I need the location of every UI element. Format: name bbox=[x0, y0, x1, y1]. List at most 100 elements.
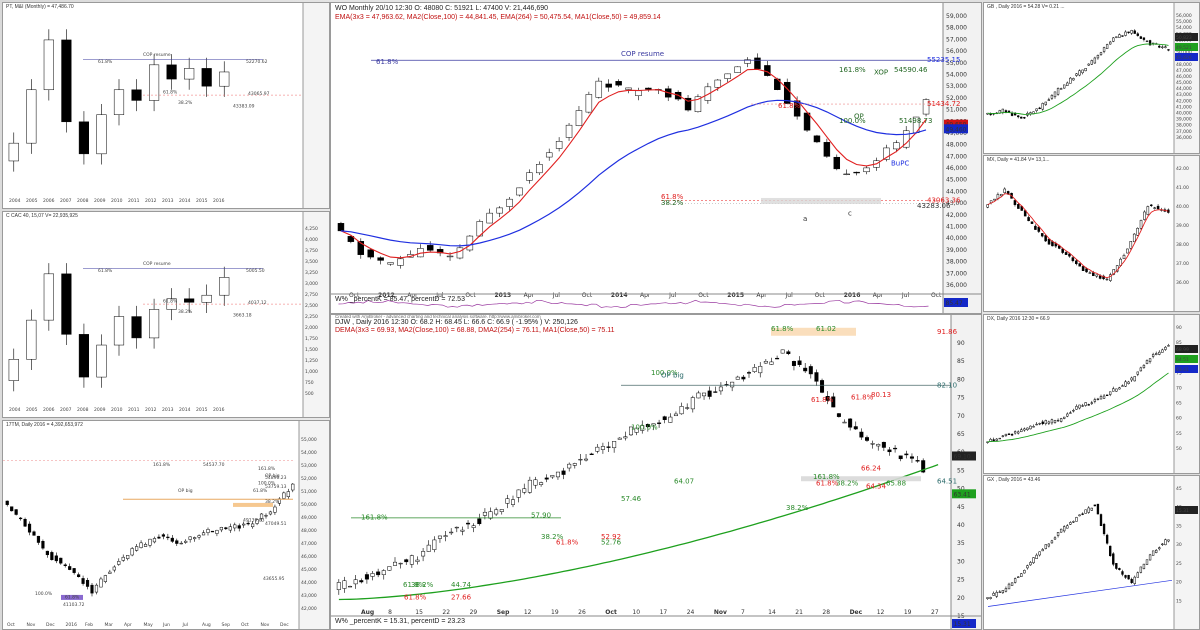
daily-small-candle bbox=[179, 542, 183, 545]
y-tick-label: 36,000 bbox=[1176, 135, 1192, 141]
daily-small-candle bbox=[242, 523, 246, 526]
small-annotation: 54537.70 bbox=[203, 462, 225, 468]
annot-382: 38.2% bbox=[178, 309, 193, 315]
daily-small-candle bbox=[148, 538, 152, 546]
monthly-candle bbox=[813, 135, 821, 143]
right-small-candle bbox=[1017, 431, 1020, 434]
right-small-candle bbox=[1081, 266, 1085, 271]
right-small-candle bbox=[1034, 225, 1037, 230]
right-chart-panel-2[interactable]: 42.00 41.00 40.00 39.00 38.00 37.00 36.00 MX, … bbox=[983, 155, 1200, 312]
right-small-candle bbox=[1124, 381, 1127, 387]
right-small-candle bbox=[1151, 354, 1155, 357]
ma-blue-line bbox=[340, 99, 927, 247]
y-tick-label: 500 bbox=[305, 391, 314, 397]
tag-55235: 55235.15 bbox=[927, 56, 960, 64]
monthly-candle bbox=[357, 241, 365, 255]
daily-annotation: 66.24 bbox=[861, 465, 882, 473]
right-small-candle bbox=[1122, 255, 1126, 259]
right-small-candle bbox=[1102, 523, 1106, 535]
daily-candle bbox=[505, 498, 510, 504]
right-small-candle bbox=[1047, 421, 1051, 424]
daily-small-candle bbox=[215, 530, 219, 534]
right-small-candle bbox=[1035, 554, 1038, 559]
x-tick-label: 2014 bbox=[611, 292, 628, 299]
left-chart-3-svg: 55,000 54,000 53,000 52,000 51,000 50,000 49,0… bbox=[3, 421, 329, 629]
right-small-candle bbox=[1109, 545, 1112, 557]
right-small-candle bbox=[1032, 111, 1035, 114]
daily-candle bbox=[387, 566, 392, 571]
y-tick-label: 40 bbox=[957, 522, 965, 529]
right-small-candle bbox=[1167, 49, 1170, 51]
right-small-candle bbox=[1001, 590, 1005, 593]
right-small-candle bbox=[995, 438, 998, 441]
daily-small-candle bbox=[251, 523, 255, 528]
right-small-candle bbox=[1084, 509, 1087, 514]
y-tick-label: 41.00 bbox=[1176, 185, 1189, 191]
x-tick-label: Sep bbox=[222, 622, 231, 628]
right-small-candle bbox=[1093, 57, 1097, 64]
right-small-candle bbox=[1105, 278, 1109, 281]
main-daily-chart-panel[interactable]: 90858075706560555045403530252015Aug81522… bbox=[330, 314, 982, 630]
right-small-candle bbox=[1013, 578, 1017, 583]
y-tick-label: 60 bbox=[1176, 416, 1182, 422]
yearly-candle bbox=[184, 68, 195, 80]
right-small-candle bbox=[1023, 428, 1026, 431]
left-chart-panel-3[interactable]: 55,000 54,000 53,000 52,000 51,000 50,000 49,0… bbox=[2, 420, 330, 630]
y-tick-label: 1,500 bbox=[305, 347, 318, 353]
right-small-candle bbox=[1013, 431, 1017, 434]
right-price-tag-bg bbox=[1175, 43, 1198, 51]
daily-small-candle bbox=[121, 556, 125, 561]
right-small-candle bbox=[1112, 388, 1115, 392]
y-tick-label: 43,000 bbox=[1176, 92, 1192, 98]
annot-1618: 161.8% bbox=[839, 66, 866, 74]
right-small-candle bbox=[1098, 275, 1102, 279]
tag-indicator-k: 85.47 bbox=[946, 300, 963, 307]
right-small-candle bbox=[1142, 37, 1146, 40]
daily-candle bbox=[522, 488, 527, 493]
daily-annotation: 38.2% bbox=[786, 504, 809, 512]
daily-candle bbox=[550, 475, 555, 478]
x-tick-label: Apr bbox=[873, 292, 884, 299]
daily-annotation: OP big bbox=[661, 372, 684, 380]
annot-100: 100.0% bbox=[839, 117, 866, 125]
right-chart-panel-1[interactable]: 56,00055,00054,00053,00052,00051,00050,0… bbox=[983, 2, 1200, 154]
daily-candle bbox=[364, 574, 369, 580]
daily-small-candle bbox=[112, 566, 116, 571]
right-price-tag: 49,521 bbox=[1176, 45, 1192, 51]
annot-cop-resume: COP resume bbox=[621, 50, 664, 58]
daily-candle bbox=[381, 570, 386, 575]
y-axis-area bbox=[303, 3, 329, 208]
right-small-candle bbox=[1136, 227, 1139, 236]
left-chart-panel-1[interactable]: 2004 2005 2006 2007 2008 2009 2010 2011 2012 2013… bbox=[2, 2, 330, 209]
y-tick-label: 37.00 bbox=[1176, 261, 1189, 267]
right-price-tag: 68.99 bbox=[1176, 347, 1189, 353]
right-small-candle bbox=[1087, 63, 1090, 66]
right-small-candle bbox=[1041, 103, 1044, 110]
main-monthly-chart-panel[interactable]: 59,000 58,000 57,000 56,000 55,000 54,000 53,0… bbox=[330, 2, 982, 314]
right-ma-line bbox=[987, 193, 1169, 279]
daily-candle bbox=[657, 422, 662, 424]
right-small-candle bbox=[1145, 40, 1149, 43]
daily-candle bbox=[718, 386, 723, 392]
right-ma-line bbox=[987, 43, 1169, 115]
monthly-candle bbox=[734, 66, 741, 73]
daily-small-candle bbox=[135, 546, 139, 551]
daily-candle bbox=[516, 489, 521, 498]
monthly-candle bbox=[684, 97, 692, 111]
daily-small-candle bbox=[286, 491, 290, 498]
y-tick-label: 55,000 bbox=[946, 60, 967, 67]
right-chart-2-svg: 42.00 41.00 40.00 39.00 38.00 37.00 36.00 bbox=[986, 156, 1199, 311]
y-tick-label: 25 bbox=[957, 577, 965, 584]
right-small-candle bbox=[1020, 116, 1023, 119]
daily-candle bbox=[589, 453, 594, 455]
right-chart-panel-4[interactable]: 4540353025201515.31 GX , Daily 2016 = 43… bbox=[983, 475, 1200, 630]
right-chart-4-header: GX , Daily 2016 = 43.46 bbox=[987, 477, 1041, 483]
daily-annotation: 161.8% bbox=[813, 473, 840, 481]
right-small-candle bbox=[1072, 78, 1075, 81]
x-tick-label: Jul bbox=[785, 292, 794, 299]
purple-zone bbox=[61, 594, 83, 600]
right-small-candle bbox=[1084, 68, 1087, 72]
left-chart-panel-2[interactable]: 4,250 4,000 3,750 3,500 3,250 3,000 2,750 2,500… bbox=[2, 211, 330, 418]
right-small-candle bbox=[1151, 550, 1155, 556]
